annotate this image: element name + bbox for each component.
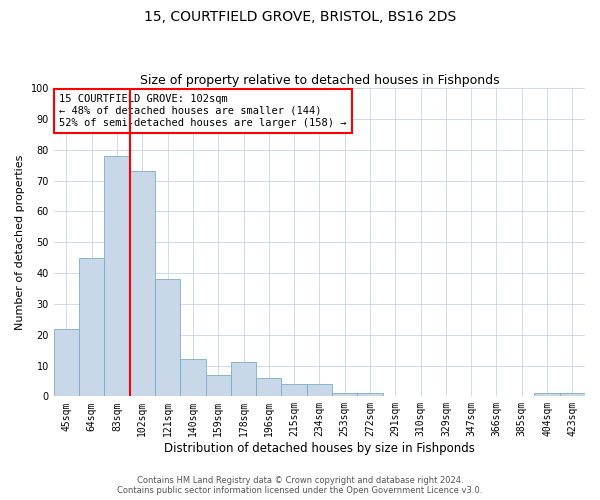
- Bar: [130, 172, 155, 396]
- Bar: [332, 394, 358, 396]
- Text: 15 COURTFIELD GROVE: 102sqm
← 48% of detached houses are smaller (144)
52% of se: 15 COURTFIELD GROVE: 102sqm ← 48% of det…: [59, 94, 347, 128]
- Bar: [104, 156, 130, 396]
- Text: Contains HM Land Registry data © Crown copyright and database right 2024.
Contai: Contains HM Land Registry data © Crown c…: [118, 476, 482, 495]
- Bar: [206, 375, 231, 396]
- Bar: [535, 394, 560, 396]
- Bar: [560, 394, 585, 396]
- Bar: [358, 394, 383, 396]
- Bar: [281, 384, 307, 396]
- Bar: [54, 328, 79, 396]
- Bar: [307, 384, 332, 396]
- Title: Size of property relative to detached houses in Fishponds: Size of property relative to detached ho…: [140, 74, 499, 87]
- Bar: [256, 378, 281, 396]
- Text: 15, COURTFIELD GROVE, BRISTOL, BS16 2DS: 15, COURTFIELD GROVE, BRISTOL, BS16 2DS: [144, 10, 456, 24]
- Bar: [79, 258, 104, 396]
- Bar: [155, 279, 180, 396]
- X-axis label: Distribution of detached houses by size in Fishponds: Distribution of detached houses by size …: [164, 442, 475, 455]
- Bar: [180, 360, 206, 397]
- Y-axis label: Number of detached properties: Number of detached properties: [15, 154, 25, 330]
- Bar: [231, 362, 256, 396]
